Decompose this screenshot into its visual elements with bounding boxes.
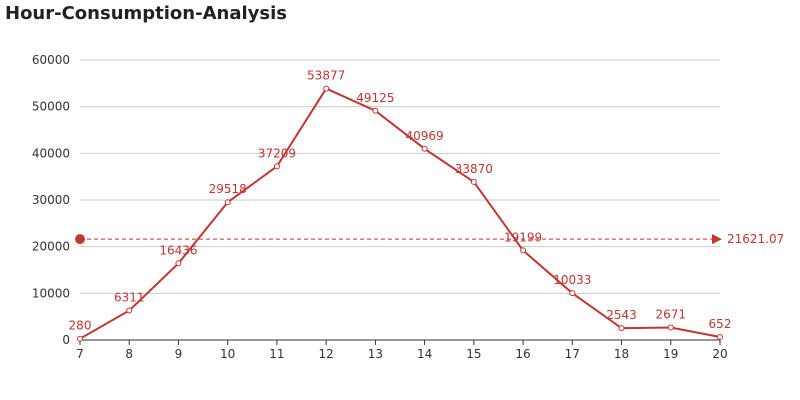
y-tick-label: 10000 <box>32 286 70 300</box>
x-tick-label: 12 <box>319 347 334 361</box>
data-point <box>520 247 527 254</box>
data-point <box>372 107 379 114</box>
average-line-arrow <box>712 234 722 245</box>
data-point <box>126 307 133 314</box>
x-tick-label: 8 <box>125 347 133 361</box>
y-tick-label: 0 <box>62 333 70 347</box>
y-tick-label: 30000 <box>32 193 70 207</box>
data-label: 53877 <box>307 69 345 83</box>
x-tick-label: 17 <box>565 347 580 361</box>
average-line-start-marker <box>75 234 85 245</box>
x-tick-label: 10 <box>220 347 235 361</box>
data-point <box>273 163 280 170</box>
y-tick-label: 50000 <box>32 100 70 114</box>
data-point <box>421 145 428 152</box>
x-tick-label: 18 <box>614 347 629 361</box>
series-line <box>79 87 721 340</box>
data-label: 2671 <box>655 308 686 322</box>
x-tick-label: 11 <box>269 347 284 361</box>
data-label: 2543 <box>606 308 637 322</box>
data-label: 10033 <box>553 273 591 287</box>
data-point <box>717 333 723 340</box>
data-label: 49125 <box>356 91 394 105</box>
x-tick-label: 20 <box>712 347 727 361</box>
data-point <box>569 290 576 297</box>
x-tick-label: 16 <box>515 347 530 361</box>
x-tick-label: 19 <box>663 347 678 361</box>
data-point <box>470 178 477 185</box>
chart-title: Hour-Consumption-Analysis <box>5 3 287 24</box>
data-point <box>224 199 231 206</box>
data-label: 6311 <box>114 291 145 305</box>
data-point <box>175 260 182 267</box>
data-label: 37209 <box>258 146 296 160</box>
data-label: 280 <box>69 319 92 333</box>
data-label: 652 <box>709 317 732 331</box>
data-point <box>323 85 330 92</box>
x-tick-label: 14 <box>417 347 432 361</box>
x-tick-label: 13 <box>368 347 383 361</box>
data-label: 29518 <box>209 182 247 196</box>
data-point <box>618 325 625 332</box>
y-tick-label: 40000 <box>32 146 70 160</box>
data-label: 19199 <box>504 230 542 244</box>
average-line-label: 21621.07 <box>727 232 784 246</box>
x-tick-label: 7 <box>76 347 84 361</box>
data-label: 16436 <box>159 243 197 257</box>
x-tick-label: 15 <box>466 347 481 361</box>
data-point <box>667 324 674 331</box>
data-label: 33870 <box>455 162 493 176</box>
x-tick-label: 9 <box>175 347 183 361</box>
data-label: 40969 <box>406 129 444 143</box>
y-tick-label: 20000 <box>32 240 70 254</box>
data-point <box>77 335 83 342</box>
y-tick-label: 60000 <box>32 53 70 67</box>
